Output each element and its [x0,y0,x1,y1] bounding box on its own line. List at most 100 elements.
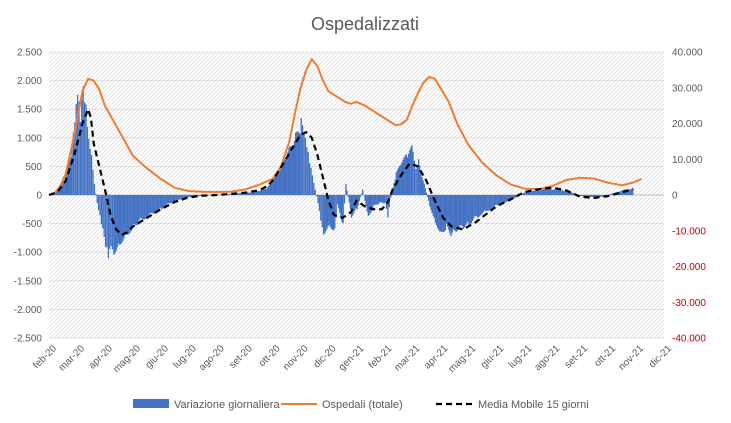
daily-change-bar [89,148,91,195]
daily-change-bar [366,195,368,212]
daily-change-bar [432,195,434,216]
daily-change-bar [477,195,480,218]
daily-change-bar [551,189,553,195]
daily-change-bar [423,183,425,195]
daily-change-bar [407,153,410,195]
right-tick-label: 40.000 [672,48,703,59]
daily-change-bar [393,183,395,195]
daily-change-bar [139,195,141,218]
daily-change-bar [299,133,301,195]
daily-change-bar [474,195,476,217]
daily-change-bar [450,195,452,236]
daily-change-bar [365,195,367,207]
daily-change-bar [433,195,435,219]
daily-change-bar [586,195,588,197]
daily-change-bar [530,191,532,195]
daily-change-bar [336,195,339,205]
daily-change-bar [175,195,177,201]
daily-change-bar [550,189,552,195]
daily-change-bar [628,189,630,195]
daily-change-bar [373,195,375,205]
daily-change-bar [321,195,323,228]
daily-change-bar [629,189,631,195]
daily-change-bar [117,195,120,244]
daily-change-bar [458,195,460,228]
legend-label-moving-average: Media Mobile 15 giorni [478,399,589,411]
daily-change-bar [83,102,86,195]
daily-change-bar [499,195,502,205]
daily-change-bar [368,195,371,215]
daily-change-bar [405,154,407,195]
daily-change-bar [463,195,466,228]
daily-change-bar [404,155,406,195]
daily-change-bar [78,101,80,195]
daily-change-bar [103,195,105,237]
daily-change-bar [419,165,421,195]
daily-change-bar [582,195,584,197]
daily-change-bar [464,195,467,226]
daily-change-bar [505,195,507,202]
daily-change-bar [64,177,66,195]
daily-change-bar [69,159,71,195]
daily-change-bar [93,183,96,195]
daily-change-bar [394,179,396,195]
right-tick-label: 0 [672,191,678,202]
daily-change-bar [62,182,64,195]
daily-change-bar [358,195,361,202]
daily-change-bar [461,195,463,227]
daily-change-bar [454,195,457,232]
daily-change-bar [402,159,404,195]
daily-change-bar [547,188,550,195]
daily-change-bar [382,195,384,203]
left-tick-label: -2.000 [14,305,43,316]
daily-change-bar [281,161,283,195]
x-tick-label: lug-20 [171,343,199,371]
daily-change-bar [315,195,318,197]
daily-change-bar [377,195,380,205]
daily-change-bar [376,195,378,205]
daily-change-bar [106,195,108,248]
daily-change-bar [438,195,440,231]
daily-change-bar [471,195,474,221]
x-tick-label: feb-21 [367,343,395,371]
daily-change-bar [270,182,272,195]
daily-change-bar [59,188,61,195]
daily-change-bar [301,125,304,195]
daily-change-bar [534,190,536,195]
daily-change-bar [596,195,598,198]
daily-change-bar [107,195,110,259]
daily-change-bar [177,195,179,200]
daily-change-bar [482,195,484,213]
daily-change-bar [142,195,144,220]
daily-change-bar [398,165,401,195]
daily-change-bar [198,195,200,197]
daily-change-bar [100,195,103,225]
daily-change-bar [540,190,542,195]
daily-change-bar [180,195,182,200]
daily-change-bar [283,159,286,195]
daily-change-bar [570,192,572,195]
daily-change-bar [385,195,388,209]
daily-change-bar [284,159,287,195]
x-tick-label: giu-21 [479,343,507,371]
daily-change-bar [137,195,139,225]
daily-change-bar [585,195,587,197]
daily-change-bar [374,195,376,205]
daily-change-bar [581,195,583,197]
daily-change-bar [588,195,591,197]
daily-change-bar [138,195,140,221]
daily-change-bar [401,162,403,195]
daily-change-bar [447,195,449,228]
daily-change-bar [308,163,311,195]
left-tick-label: 2.500 [17,48,42,59]
left-tick-label: -500 [22,219,42,230]
daily-change-bar [503,195,505,204]
daily-change-bar [82,86,84,195]
daily-change-bar [296,131,298,195]
daily-change-bar [409,150,411,195]
daily-change-bar [384,195,386,204]
daily-change-bar [228,194,230,195]
daily-change-bar [549,188,551,195]
daily-change-bar [546,188,548,195]
daily-change-bar [129,195,131,233]
